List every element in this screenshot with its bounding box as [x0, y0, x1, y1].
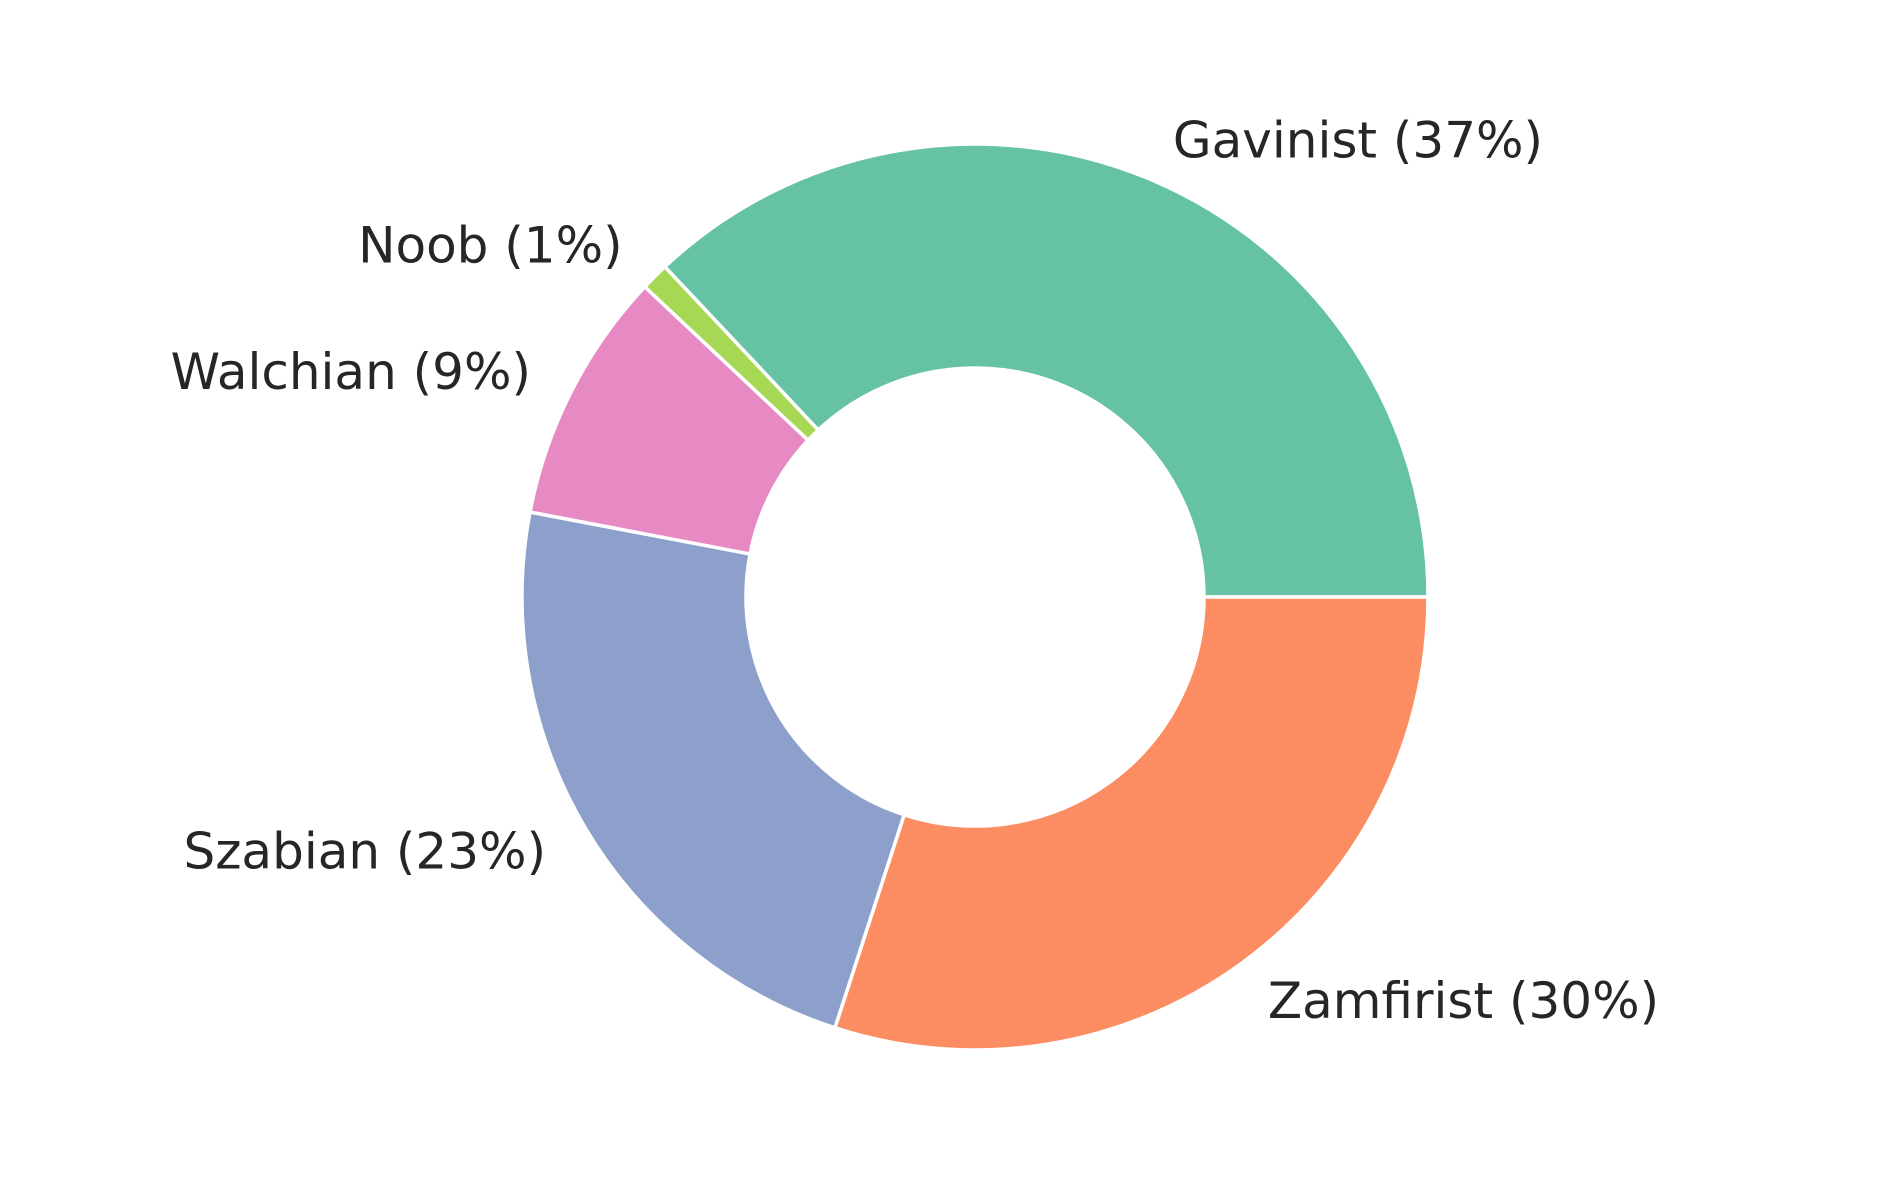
- slice-zamfirist: [833, 595, 1430, 1052]
- slice-label-walchian: Walchian (9%): [171, 343, 531, 401]
- slice-gavinist: [663, 142, 1430, 599]
- slice-label-gavinist: Gavinist (37%): [1173, 112, 1543, 170]
- slice-label-noob: Noob (1%): [358, 217, 623, 275]
- slice-label-zamfirist: Zamfirist (30%): [1268, 972, 1659, 1030]
- slice-label-szabian: Szabian (23%): [183, 823, 546, 881]
- slice-szabian: [520, 510, 906, 1030]
- slices-group: [520, 142, 1430, 1052]
- labels-group: Gavinist (37%) Noob (1%) Walchian (9%) Szab…: [171, 112, 1660, 1030]
